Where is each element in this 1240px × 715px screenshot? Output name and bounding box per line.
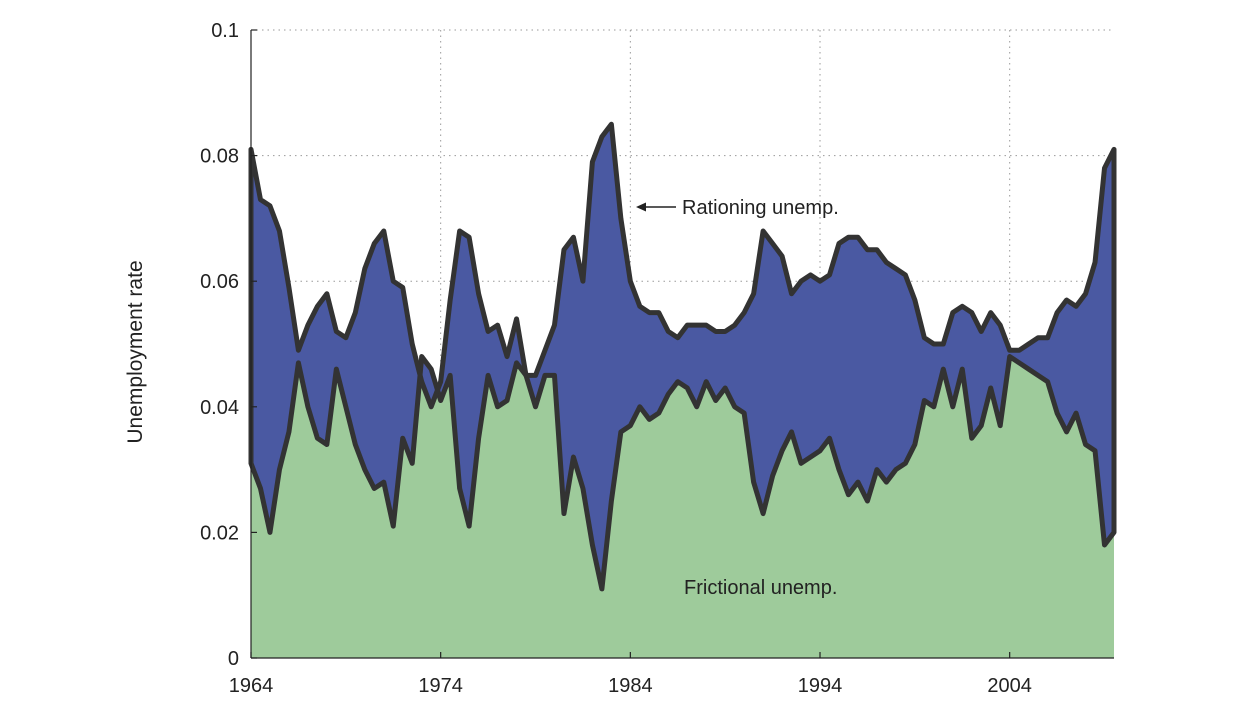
y-axis-ticks: 0 0.02 0.04 0.06 0.08 0.1 xyxy=(200,20,257,670)
rationing-annotation: Rationing unemp. xyxy=(636,197,839,219)
frictional-area xyxy=(251,356,1114,658)
frictional-label: Frictional unemp. xyxy=(684,577,837,599)
y-tick-label: 0 xyxy=(228,648,239,670)
y-tick-label: 0.06 xyxy=(200,271,239,293)
axes xyxy=(250,30,1114,659)
rationing-label: Rationing unemp. xyxy=(682,197,839,219)
y-axis-label: Unemployment rate xyxy=(124,260,147,443)
arrow-head-icon xyxy=(636,202,646,212)
y-tick-label: 0.04 xyxy=(200,397,239,419)
y-tick-label: 0.02 xyxy=(200,522,239,544)
x-tick-label: 1974 xyxy=(418,675,463,697)
x-tick-label: 1994 xyxy=(798,675,843,697)
rationing-area xyxy=(251,124,1114,589)
y-tick-label: 0.1 xyxy=(211,20,239,42)
x-axis-ticks: 1964 1974 1984 1994 2004 xyxy=(229,652,1032,697)
x-tick-label: 2004 xyxy=(987,675,1032,697)
x-tick-label: 1964 xyxy=(229,675,274,697)
frictional-line xyxy=(248,354,1117,592)
rationing-line xyxy=(248,121,1117,410)
y-tick-label: 0.08 xyxy=(200,146,239,168)
x-tick-label: 1984 xyxy=(608,675,653,697)
